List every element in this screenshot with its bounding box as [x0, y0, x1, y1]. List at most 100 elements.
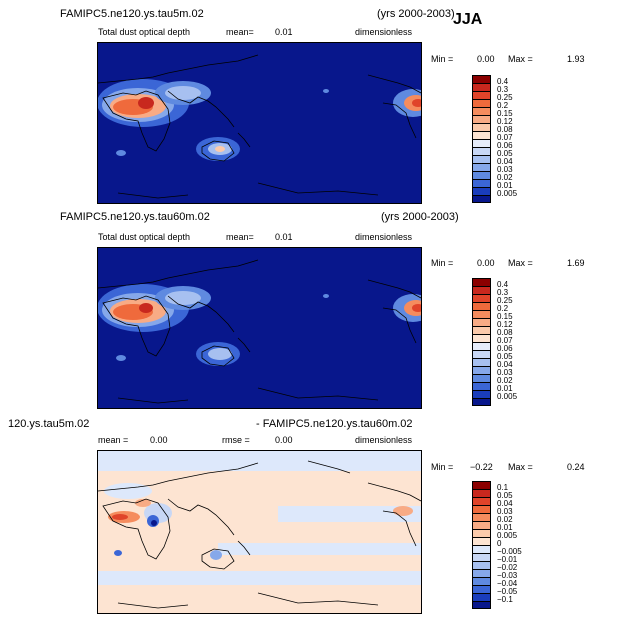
- panel1-mean-value: 0.01: [275, 27, 293, 37]
- panel3-colorbar-label: −0.01: [497, 555, 518, 564]
- panel2-colorbar-swatch: [473, 287, 490, 295]
- panel3-max-value: 0.24: [567, 462, 585, 472]
- panel1-case-title: FAMIPC5.ne120.ys.tau5m.02: [60, 8, 204, 20]
- panel3-colorbar-label: −0.04: [497, 579, 518, 588]
- panel1-colorbar-label: 0.15: [497, 109, 513, 118]
- panel2-years: (yrs 2000-2003): [381, 211, 459, 223]
- panel2-colorbar-swatch: [473, 399, 490, 405]
- panel2-colorbar-swatch: [473, 375, 490, 383]
- panel3-colorbar-label: 0.01: [497, 523, 513, 532]
- panel2-colorbar-label: 0.06: [497, 344, 513, 353]
- panel3-min-value: −0.22: [470, 462, 493, 472]
- panel2-colorbar-swatch: [473, 359, 490, 367]
- panel1-colorbar-label: 0.03: [497, 165, 513, 174]
- panel2-colorbar-label: 0.3: [497, 288, 509, 297]
- panel3-case-left: 120.ys.tau5m.02: [8, 418, 90, 430]
- panel2-colorbar-label: 0.02: [497, 376, 513, 385]
- panel1-colorbar-label: 0.04: [497, 157, 513, 166]
- panel2-colorbar-label: 0.12: [497, 320, 513, 329]
- panel3-colorbar-swatch: [473, 506, 490, 514]
- panel2-colorbar-swatch: [473, 343, 490, 351]
- panel3-colorbar-label: 0.03: [497, 507, 513, 516]
- panel2-colorbar-label: 0.05: [497, 352, 513, 361]
- panel3-colorbar-swatch: [473, 578, 490, 586]
- panel1-colorbar-swatch: [473, 140, 490, 148]
- panel3-colorbar-label: −0.1: [497, 595, 513, 604]
- panel3-map: [97, 450, 422, 614]
- panel2-colorbar-swatch: [473, 367, 490, 375]
- panel3-colorbar-swatch: [473, 554, 490, 562]
- panel1-colorbar-label: 0.12: [497, 117, 513, 126]
- panel3-colorbar-swatch: [473, 562, 490, 570]
- panel3-colorbar-swatch: [473, 522, 490, 530]
- panel1-colorbar-label: 0.3: [497, 85, 509, 94]
- panel3-colorbar-label: 0.1: [497, 483, 509, 492]
- panel3-min-label: Min =: [431, 462, 454, 472]
- panel2-colorbar-swatch: [473, 335, 490, 343]
- panel1-colorbar-swatch: [473, 148, 490, 156]
- panel1-colorbar-label: 0.07: [497, 133, 513, 142]
- panel3-colorbar-swatch: [473, 570, 490, 578]
- panel2-colorbar-label: 0.04: [497, 360, 513, 369]
- panel1-variable: Total dust optical depth: [98, 27, 191, 37]
- panel2-colorbar-label: 0.005: [497, 392, 518, 401]
- panel1-colorbar-swatch: [473, 172, 490, 180]
- panel2-colorbar-swatch: [473, 391, 490, 399]
- panel1-colorbar-label: 0.01: [497, 181, 513, 190]
- panel3-colorbar-swatch: [473, 482, 490, 490]
- panel1-colorbar-swatch: [473, 188, 490, 196]
- panel2-min-value: 0.00: [477, 258, 495, 268]
- season-label: JJA: [453, 11, 483, 28]
- panel1-colorbar-swatch: [473, 100, 490, 108]
- panel3-case-right: - FAMIPC5.ne120.ys.tau60m.02: [256, 418, 413, 430]
- panel3-colorbar-swatch: [473, 530, 490, 538]
- panel1-colorbar-label: 0.005: [497, 189, 518, 198]
- panel3-colorbar-label: −0.005: [497, 547, 522, 556]
- panel1-colorbar-swatch: [473, 132, 490, 140]
- panel1-colorbar-swatch: [473, 124, 490, 132]
- panel1-colorbar-label: 0.05: [497, 149, 513, 158]
- panel1-colorbar-swatch: [473, 196, 490, 202]
- panel1-colorbar-swatch: [473, 92, 490, 100]
- panel1-years: (yrs 2000-2003): [377, 8, 455, 20]
- panel1-coastlines: [98, 54, 421, 199]
- panel1-colorbar-swatch: [473, 180, 490, 188]
- panel2-case-title: FAMIPC5.ne120.ys.tau60m.02: [60, 211, 210, 223]
- panel3-rmse-label: rmse =: [222, 435, 250, 445]
- panel2-colorbar-label: 0.2: [497, 304, 509, 313]
- panel2-mean-label: mean=: [226, 232, 254, 242]
- panel2-colorbar-label: 0.03: [497, 368, 513, 377]
- panel1-units: dimensionless: [355, 27, 413, 37]
- panel1-colorbar-swatch: [473, 76, 490, 84]
- panel1-colorbar-swatch: [473, 164, 490, 172]
- panel3-colorbar-label: 0.04: [497, 499, 513, 508]
- panel3-mean-value: 0.00: [150, 435, 168, 445]
- panel3-colorbar-label: 0.05: [497, 491, 513, 500]
- panel2-dust-fields: [98, 284, 421, 366]
- panel3-colorbar-swatch: [473, 514, 490, 522]
- panel1-max-label: Max =: [508, 54, 533, 64]
- panel2-colorbar-swatch: [473, 327, 490, 335]
- panel1-colorbar-label: 0.02: [497, 173, 513, 182]
- panel2-colorbar-label: 0.4: [497, 280, 509, 289]
- panel3-colorbar: [472, 481, 491, 609]
- panel1-colorbar-swatch: [473, 156, 490, 164]
- panel3-colorbar-swatch: [473, 546, 490, 554]
- panel3-diff-fields: [98, 451, 421, 585]
- panel3-colorbar-swatch: [473, 602, 490, 608]
- panel1-min-value: 0.00: [477, 54, 495, 64]
- panel3-mean-label: mean =: [98, 435, 129, 445]
- panel3-rmse-value: 0.00: [275, 435, 293, 445]
- panel1-dust-fields: [98, 79, 421, 161]
- panel1-mean-label: mean=: [226, 27, 254, 37]
- panel1-max-value: 1.93: [567, 54, 585, 64]
- panel3-colorbar-label: 0: [497, 539, 502, 548]
- panel1-colorbar-label: 0.08: [497, 125, 513, 134]
- panel1-colorbar-label: 0.4: [497, 77, 509, 86]
- panel3-max-label: Max =: [508, 462, 533, 472]
- panel3-colorbar-swatch: [473, 498, 490, 506]
- panel2-colorbar-swatch: [473, 383, 490, 391]
- panel2-variable: Total dust optical depth: [98, 232, 191, 242]
- panel2-colorbar-label: 0.25: [497, 296, 513, 305]
- panel3-colorbar-label: −0.05: [497, 587, 518, 596]
